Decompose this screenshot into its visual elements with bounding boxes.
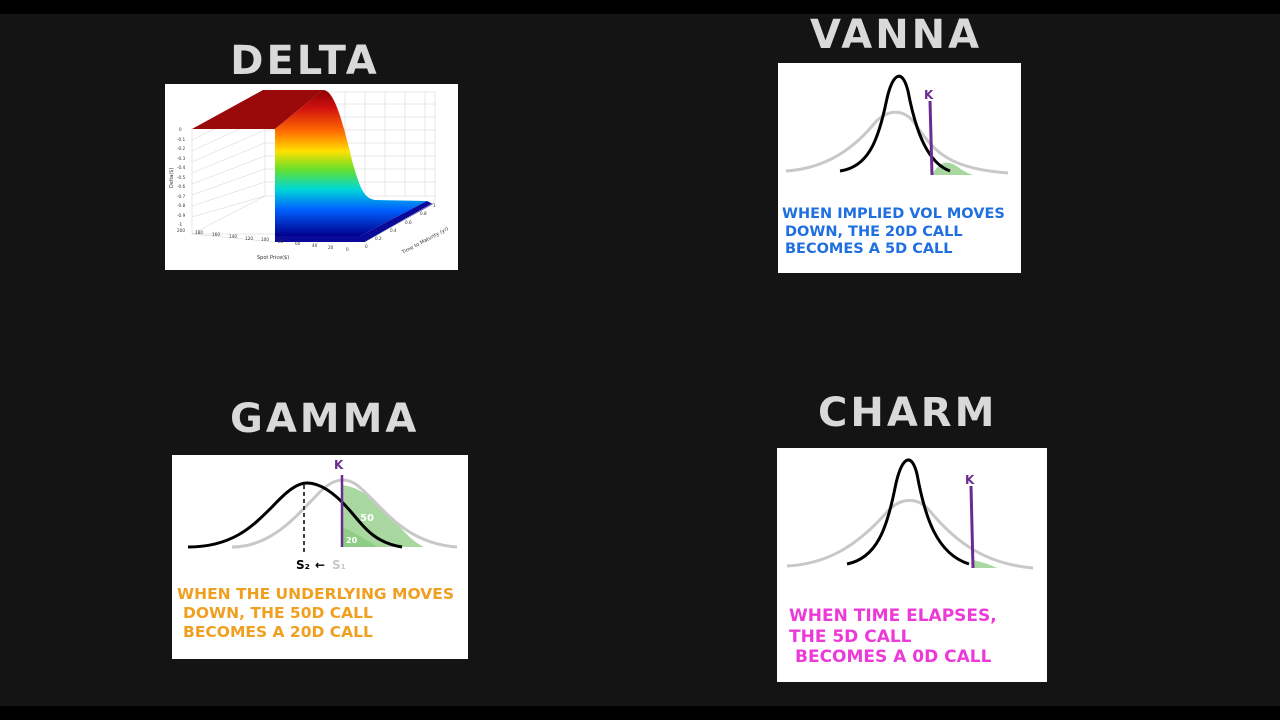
gamma-shaded-region [342, 485, 424, 547]
delta-t-axis-label: Time to Maturity (yr) [400, 226, 449, 256]
svg-text:180: 180 [195, 230, 203, 235]
svg-text:160: 160 [212, 232, 220, 237]
svg-text:-0.7: -0.7 [177, 194, 186, 199]
svg-text:-0.1: -0.1 [177, 137, 186, 142]
svg-text:0: 0 [179, 127, 182, 132]
svg-text:140: 140 [229, 234, 237, 239]
svg-text:0.6: 0.6 [405, 220, 412, 225]
delta-surface-step [275, 90, 427, 236]
svg-text:-0.5: -0.5 [177, 175, 186, 180]
svg-text:0: 0 [346, 247, 349, 252]
vanna-diagram: K WHEN IMPLIED VOL MOVES DOWN, THE 20d C… [778, 63, 1021, 273]
charm-strike-line [969, 485, 975, 569]
svg-text:0.8: 0.8 [420, 211, 427, 216]
bottom-letterbox-bar [0, 706, 1280, 720]
svg-text:0: 0 [365, 244, 368, 249]
delta-x-axis-label: Spot Price($) [257, 255, 289, 261]
gamma-s1-label: S₁ [332, 558, 346, 572]
grid-floor [191, 201, 436, 243]
t-axis-ticks: 0 0.2 0.4 0.6 0.8 1 [365, 203, 436, 249]
svg-text:-0.8: -0.8 [177, 203, 186, 208]
z-axis-ticks: 0 -0.1 -0.2 -0.3 -0.4 -0.5 -0.6 -0.7 -0.… [177, 127, 186, 227]
gamma-20-label: 20 [346, 536, 358, 545]
gamma-black-curve [187, 481, 403, 549]
svg-text:60: 60 [295, 241, 301, 246]
svg-text:-0.9: -0.9 [177, 213, 186, 218]
svg-text:-0.6: -0.6 [177, 184, 186, 189]
gamma-curves-svg: K S₂ ← S₁ 50 20 [187, 458, 458, 572]
delta-title: DELTA [230, 38, 380, 84]
svg-text:-0.4: -0.4 [177, 165, 186, 170]
vanna-narrow-curve [839, 74, 951, 173]
svg-text:0.2: 0.2 [375, 236, 382, 241]
charm-shaded-tail [973, 560, 997, 568]
gamma-caption: WHEN THE UNDERLYING MOVES DOWN, THE 50d … [177, 585, 454, 641]
charm-title: CHARM [818, 390, 998, 436]
vanna-curves-svg: K [785, 74, 1009, 176]
svg-text:20: 20 [328, 245, 334, 250]
vanna-title: VANNA [810, 12, 983, 58]
charm-wide-curve [786, 499, 1034, 570]
gamma-arrow: ← [315, 558, 325, 572]
vanna-caption: WHEN IMPLIED VOL MOVES DOWN, THE 20d CAL… [782, 206, 1005, 258]
charm-diagram: K WHEN TIME ELAPSES, THE 5d CALL BECOMES… [777, 448, 1047, 682]
gamma-title: GAMMA [230, 396, 420, 442]
gamma-50-label: 50 [360, 513, 374, 524]
svg-text:120: 120 [245, 236, 253, 241]
gamma-diagram: K S₂ ← S₁ 50 20 WHEN THE UNDERLYING MOVE… [172, 455, 468, 659]
svg-text:-0.2: -0.2 [177, 146, 186, 151]
gamma-strike-label: K [334, 458, 344, 472]
charm-caption: WHEN TIME ELAPSES, THE 5d CALL BECOMES A… [789, 606, 997, 668]
svg-text:200: 200 [177, 228, 185, 233]
svg-text:80: 80 [278, 239, 284, 244]
svg-text:-0.3: -0.3 [177, 156, 186, 161]
charm-narrow-curve [846, 458, 970, 566]
vanna-strike-line [928, 100, 934, 176]
svg-text:1: 1 [433, 203, 436, 208]
delta-surface-svg: 0 -0.1 -0.2 -0.3 -0.4 -0.5 -0.6 -0.7 -0.… [169, 90, 450, 261]
delta-surface-chart: 0 -0.1 -0.2 -0.3 -0.4 -0.5 -0.6 -0.7 -0.… [165, 84, 458, 270]
top-letterbox-bar [0, 0, 1280, 14]
vanna-strike-label: K [924, 88, 934, 102]
gamma-s2-label: S₂ [296, 558, 310, 572]
svg-text:-1: -1 [178, 222, 183, 227]
svg-text:100: 100 [261, 237, 269, 242]
delta-surface-top [192, 90, 323, 129]
delta-z-axis-label: Delta($) [169, 168, 175, 188]
gamma-shaded-region-lower [342, 527, 378, 547]
x-axis-ticks: 200 180 160 140 120 100 80 60 40 20 0 [177, 228, 349, 252]
charm-strike-label: K [965, 473, 975, 487]
vanna-wide-curve [785, 110, 1009, 175]
charm-curves-svg: K [786, 458, 1034, 570]
svg-text:40: 40 [312, 243, 318, 248]
gamma-wide-curve [231, 478, 458, 549]
svg-text:0.4: 0.4 [390, 228, 397, 233]
